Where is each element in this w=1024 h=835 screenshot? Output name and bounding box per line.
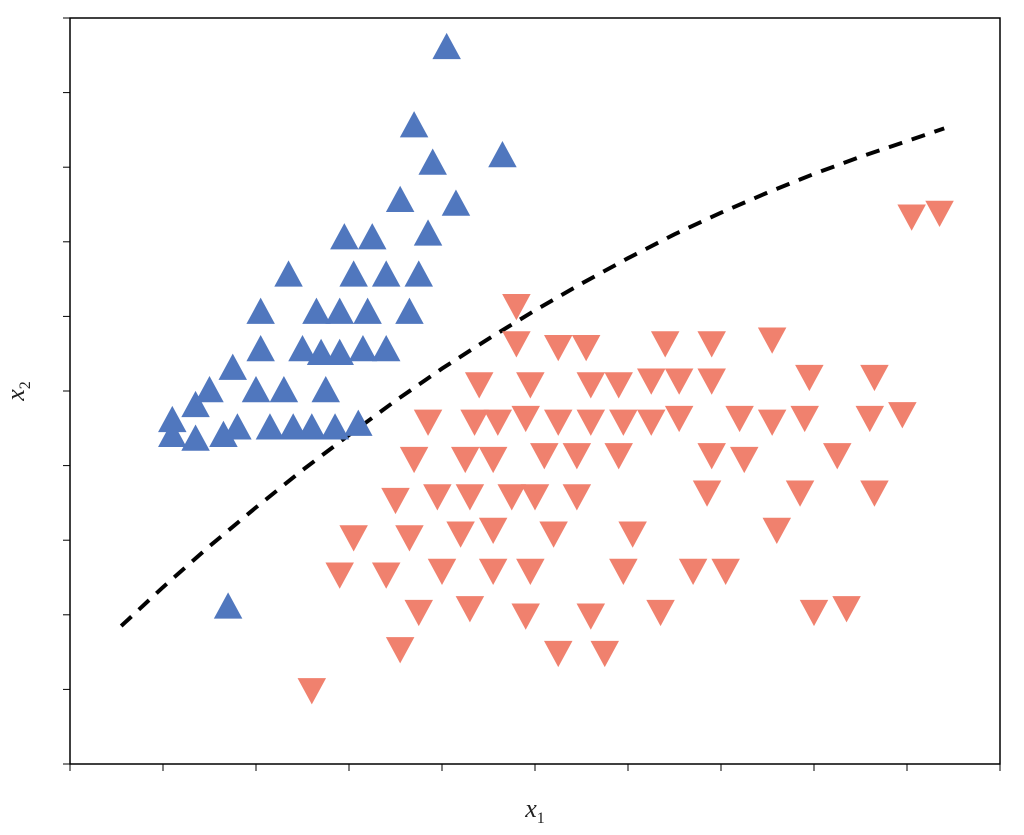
chart-svg: x1x2 — [0, 0, 1024, 835]
scatter-classification-chart: x1x2 — [0, 0, 1024, 835]
